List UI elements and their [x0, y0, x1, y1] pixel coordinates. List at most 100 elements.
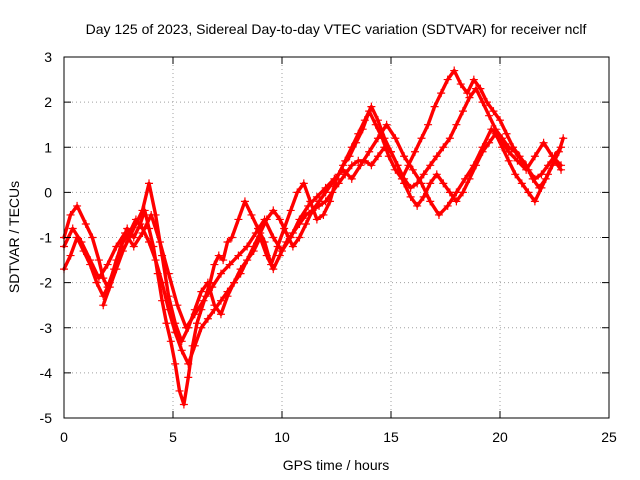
data-point: [275, 215, 284, 224]
data-point: [99, 301, 108, 310]
data-point: [312, 215, 321, 224]
data-point: [295, 215, 304, 224]
y-tick-label: -2: [40, 275, 53, 291]
data-point: [286, 233, 295, 242]
data-point: [131, 219, 140, 228]
series-line: [62, 122, 563, 330]
data-point: [330, 174, 339, 183]
data-point: [304, 201, 313, 210]
data-point: [66, 210, 75, 219]
data-point: [557, 161, 566, 170]
data-point: [458, 107, 467, 116]
y-tick-label: 1: [44, 139, 52, 155]
data-point: [68, 224, 77, 233]
data-point: [77, 238, 86, 247]
data-point: [86, 256, 95, 265]
data-point: [203, 278, 212, 287]
data-point: [66, 251, 75, 260]
data-point: [94, 256, 103, 265]
data-point: [162, 319, 171, 328]
data-point: [319, 210, 328, 219]
data-point: [269, 233, 278, 242]
data-point: [175, 386, 184, 395]
data-point: [424, 120, 433, 129]
data-point: [214, 251, 223, 260]
data-point: [210, 260, 219, 269]
data-point: [179, 400, 188, 409]
data-point: [129, 242, 138, 251]
data-point: [367, 102, 376, 111]
data-point: [452, 188, 461, 197]
data-point: [145, 179, 154, 188]
data-point: [530, 197, 539, 206]
data-point: [147, 210, 156, 219]
data-point: [103, 260, 112, 269]
data-point: [347, 161, 356, 170]
data-point: [537, 183, 546, 192]
x-tick-label: 0: [60, 429, 68, 445]
data-point: [234, 251, 243, 260]
data-point: [166, 337, 175, 346]
data-point: [341, 156, 350, 165]
data-point: [308, 206, 317, 215]
data-point: [426, 179, 435, 188]
series-track: [60, 120, 566, 332]
data-point: [513, 156, 522, 165]
x-tick-label: 20: [492, 429, 508, 445]
data-point: [171, 359, 180, 368]
data-point: [293, 188, 302, 197]
data-point: [269, 265, 278, 274]
data-point: [164, 292, 173, 301]
data-point: [105, 283, 114, 292]
data-point: [502, 129, 511, 138]
data-point: [539, 138, 548, 147]
data-point: [216, 296, 225, 305]
data-point: [393, 161, 402, 170]
x-tick-label: 10: [274, 429, 290, 445]
data-point: [138, 206, 147, 215]
data-point: [260, 215, 269, 224]
data-point: [417, 179, 426, 188]
data-point: [190, 310, 199, 319]
data-point: [243, 242, 252, 251]
data-point: [496, 116, 504, 125]
data-point: [472, 84, 481, 93]
data-point: [197, 323, 206, 332]
data-point: [478, 143, 487, 152]
data-point: [223, 238, 232, 247]
data-point: [301, 219, 310, 228]
axis-ticks: 0 5 10 15 20 25 -5 -4 -3 -2 -1 0 1 2 3: [40, 49, 617, 445]
data-point: [419, 170, 428, 179]
data-point: [164, 269, 173, 278]
data-point: [450, 66, 459, 75]
data-point: [469, 75, 478, 84]
data-point: [312, 192, 321, 201]
data-point: [426, 197, 435, 206]
data-point: [151, 256, 160, 265]
data-point: [485, 111, 494, 120]
data-point: [522, 165, 531, 174]
data-point: [354, 129, 363, 138]
data-point: [243, 256, 252, 265]
data-point: [465, 93, 474, 102]
data-point: [275, 251, 284, 260]
data-point: [391, 134, 400, 143]
data-point: [184, 373, 193, 382]
data-point: [199, 296, 208, 305]
data-point: [548, 152, 557, 161]
x-tick-label: 15: [383, 429, 399, 445]
data-point: [559, 134, 568, 143]
data-point: [203, 314, 212, 323]
data-point: [489, 107, 498, 116]
data-point: [373, 152, 382, 161]
data-point: [504, 147, 513, 156]
data-point: [262, 251, 271, 260]
y-tick-label: -3: [40, 320, 53, 336]
x-tick-label: 25: [601, 429, 617, 445]
data-point: [410, 147, 419, 156]
data-point: [197, 287, 206, 296]
data-point: [478, 98, 487, 107]
data-point: [208, 283, 217, 292]
data-point: [73, 201, 82, 210]
data-point: [365, 147, 374, 156]
